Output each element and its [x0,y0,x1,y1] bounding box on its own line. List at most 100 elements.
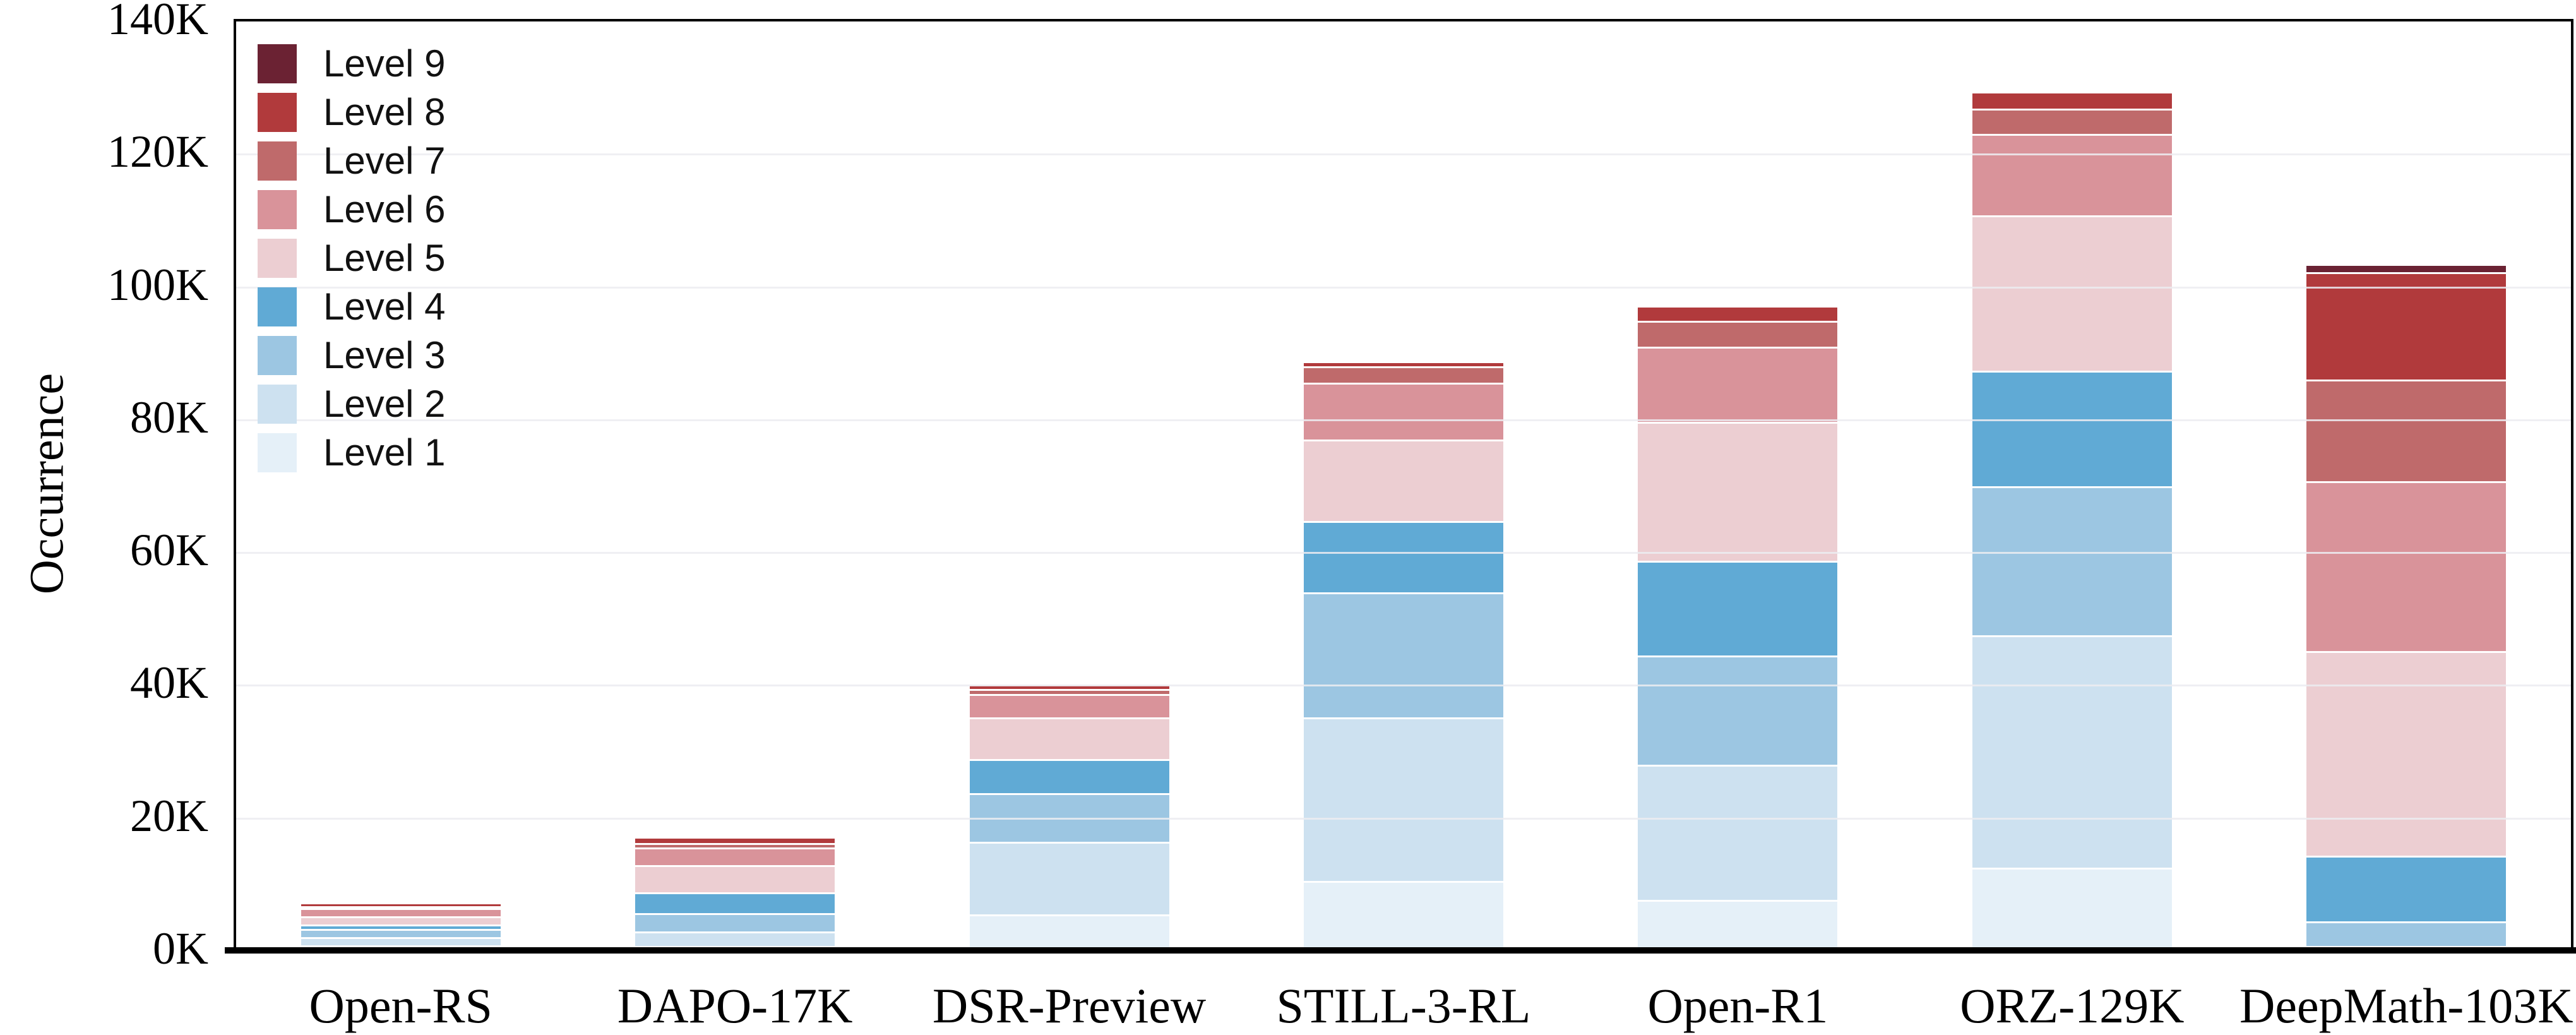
bar-segment-level-6 [1972,133,2172,216]
legend-row-level-2: Level 2 [258,380,445,428]
legend-swatch-icon [258,92,297,132]
bar-segment-level-3 [301,929,501,938]
bar-segment-level-2 [1304,717,1503,881]
bar-segment-level-2 [969,841,1169,915]
plot-area: Level 9 Level 8 Level 7 Level 6 Level 5 Level… [234,19,2573,948]
bar-still-3-rl [1304,361,1503,948]
bar-segment-level-4 [1304,520,1503,593]
bar-segment-level-4 [1972,371,2172,487]
legend-row-level-3: Level 3 [258,331,445,380]
bar-segment-level-2 [1972,635,2172,868]
bar-segment-level-3 [1972,486,2172,635]
legend-label: Level 5 [323,236,446,279]
bar-segment-level-6 [1638,347,1838,422]
y-tick-80k: 80K [130,392,208,443]
legend-swatch-icon [258,384,297,424]
bar-segment-level-2 [2306,945,2507,948]
y-tick-40k: 40K [130,657,208,709]
bar-segment-level-3 [1638,655,1838,765]
bar-deepmath-103k [2306,264,2507,948]
legend-row-level-8: Level 8 [258,88,445,136]
bar-segment-level-5 [1638,422,1838,561]
bar-segment-level-5 [2306,651,2507,856]
bar-segment-level-5 [969,717,1169,760]
legend: Level 9 Level 8 Level 7 Level 6 Level 5 Level… [258,39,445,477]
bar-segment-level-1 [1972,867,2172,948]
x-label-orz-129k: ORZ-129K [1960,978,2185,1033]
legend-label: Level 6 [323,188,446,230]
bar-segment-level-1 [301,945,501,948]
legend-swatch-icon [258,433,297,472]
bar-segment-level-3 [635,913,835,931]
x-label-dapo-17k: DAPO-17K [617,978,853,1033]
bar-segment-level-7 [1972,108,2172,134]
bar-segment-level-7 [1304,366,1503,383]
y-tick-60k: 60K [130,525,208,576]
bar-segment-level-8 [2306,272,2507,380]
bar-segment-level-4 [2306,855,2507,921]
legend-row-level-7: Level 7 [258,136,445,185]
bar-segment-level-3 [2306,921,2507,946]
bar-segment-level-6 [301,908,501,916]
legend-row-level-1: Level 1 [258,428,445,477]
bar-open-r1 [1638,306,1838,948]
legend-swatch-icon [258,189,297,229]
legend-label: Level 9 [323,42,446,85]
bar-segment-level-4 [635,892,835,914]
y-tick-140k: 140K [107,0,208,44]
legend-label: Level 1 [323,431,446,474]
gridline-100k [236,286,2571,289]
bar-segment-level-6 [2306,481,2507,651]
bar-open-rs [301,902,501,948]
legend-row-level-4: Level 4 [258,282,445,331]
legend-swatch-icon [258,44,297,83]
bar-segment-level-4 [301,924,501,929]
bar-segment-level-8 [1638,306,1838,321]
legend-swatch-icon [258,238,297,278]
bar-segment-level-1 [1304,880,1503,948]
bar-segment-level-7 [301,906,501,909]
x-label-dsr-preview: DSR-Preview [932,978,1207,1033]
legend-swatch-icon [258,335,297,375]
bar-segment-level-7 [1638,321,1838,347]
bar-segment-level-7 [635,842,835,848]
y-tick-0k: 0K [153,923,208,974]
y-tick-120k: 120K [107,126,208,177]
legend-label: Level 8 [323,90,446,133]
legend-swatch-icon [258,287,297,326]
bar-segment-level-6 [635,847,835,865]
bar-segment-level-4 [969,759,1169,793]
bar-orz-129k [1972,91,2172,948]
y-tick-20k: 20K [130,790,208,841]
bar-segment-level-2 [1638,764,1838,900]
bar-segment-level-1 [969,914,1169,948]
bar-segment-level-5 [301,916,501,924]
bar-segment-level-9 [2306,264,2507,272]
bar-segment-level-8 [301,902,501,907]
y-tick-100k: 100K [107,259,208,310]
bar-dsr-preview [969,683,1169,948]
x-label-deepmath-103k: DeepMath-103K [2239,978,2573,1033]
bar-segment-level-8 [635,837,835,843]
legend-label: Level 3 [323,333,446,376]
bar-segment-level-3 [969,793,1169,842]
bar-segment-level-8 [969,683,1169,689]
gridline-120k [236,153,2571,156]
bar-segment-level-5 [1972,215,2172,371]
bar-dapo-17k [635,837,835,948]
bar-segment-level-2 [635,931,835,946]
bar-segment-level-1 [1638,900,1838,948]
bar-segment-level-4 [1638,561,1838,656]
legend-swatch-icon [258,141,297,181]
x-axis-line [225,947,2576,954]
legend-label: Level 4 [323,285,446,328]
x-label-open-rs: Open-RS [309,978,492,1033]
bar-segment-level-7 [2306,379,2507,481]
legend-row-level-6: Level 6 [258,185,445,234]
bar-segment-level-6 [969,694,1169,718]
bar-segment-level-5 [635,864,835,892]
bar-segment-level-8 [1972,91,2172,109]
bar-segment-level-3 [1304,592,1503,718]
legend-label: Level 7 [323,139,446,182]
